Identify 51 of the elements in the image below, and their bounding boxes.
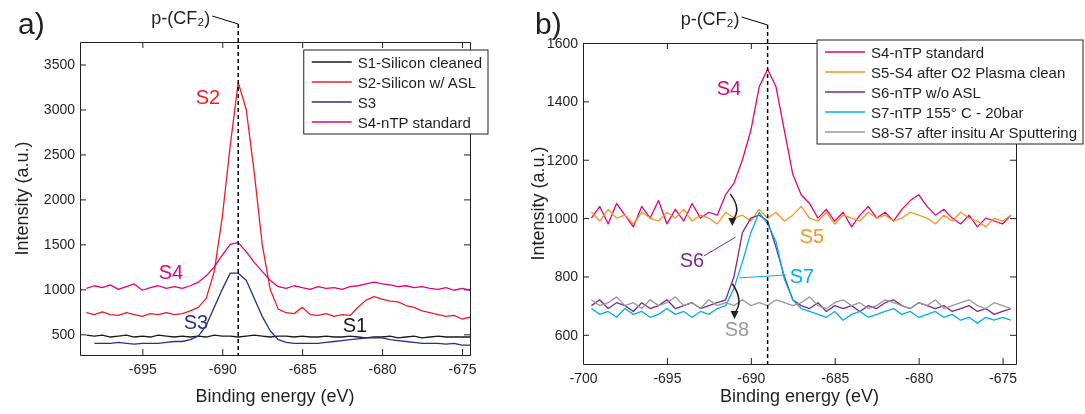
annotation: S1 — [342, 314, 368, 336]
y-tick-label: 500 — [51, 326, 76, 343]
line-series — [590, 296, 1012, 310]
y-axis-title: Intensity (a.u.) — [528, 146, 548, 261]
legend-label: S5-S4 after O2 Plasma clean — [871, 63, 1066, 81]
text: a) — [18, 7, 45, 40]
annotation: S2 — [195, 86, 221, 108]
x-tick-label: -695 — [653, 369, 682, 386]
x-tick-label: -685 — [288, 360, 317, 377]
x-tick-label: -690 — [208, 360, 237, 377]
ref-line-label: p-(CF₂) — [680, 9, 740, 29]
annotation: S6 — [679, 249, 705, 271]
y-tick-label: 1000 — [43, 281, 76, 298]
annotation: S5 — [799, 225, 825, 247]
y-tick-label: 1500 — [43, 236, 76, 253]
x-tick-label: -700 — [569, 369, 598, 386]
x-tick-label: -675 — [989, 369, 1018, 386]
annotation: S7 — [789, 265, 815, 287]
line-series — [590, 205, 1012, 228]
x-axis-title: Binding energy (eV) — [719, 386, 880, 406]
annotation: S4 — [158, 261, 184, 283]
annotation: S8 — [724, 318, 750, 340]
x-tick-label: -675 — [448, 360, 477, 377]
x-axis-title: Binding energy (eV) — [195, 386, 355, 406]
x-tick-label: -690 — [737, 369, 766, 386]
y-tick-label: 800 — [554, 268, 579, 285]
annotation: S4 — [716, 77, 742, 99]
annotation: S3 — [183, 311, 209, 333]
x-tick-label: -685 — [821, 369, 850, 386]
legend-label: S4-nTP standard — [871, 43, 985, 61]
legend-label: S2-Silicon w/ ASL — [357, 73, 477, 91]
legend-label: S8-S7 after insitu Ar Sputtering — [871, 123, 1077, 141]
y-axis-title: Intensity (a.u.) — [12, 141, 32, 256]
x-tick-label: -695 — [128, 360, 158, 377]
y-tick-label: 2500 — [43, 146, 76, 163]
x-tick-label: -680 — [905, 369, 934, 386]
legend-label: S6-nTP w/o ASL — [871, 83, 981, 101]
legend-label: S7-nTP 155° C - 20bar — [871, 103, 1024, 121]
legend-label: S4-nTP standard — [357, 113, 471, 131]
legend-label: S3 — [357, 93, 377, 111]
legend-label: S1-Silicon cleaned — [357, 53, 482, 71]
y-tick-label: 1200 — [546, 151, 579, 168]
y-tick-label: 600 — [554, 326, 579, 343]
y-tick-label: 1400 — [546, 93, 579, 110]
y-tick-label: 1000 — [546, 210, 579, 227]
y-tick-label: 2000 — [43, 191, 76, 208]
x-tick-label: -680 — [368, 360, 397, 377]
ref-line-label: p-(CF₂) — [151, 8, 211, 28]
y-tick-label: 3500 — [43, 56, 76, 73]
y-tick-label: 3000 — [43, 101, 76, 118]
line-series — [85, 241, 470, 291]
